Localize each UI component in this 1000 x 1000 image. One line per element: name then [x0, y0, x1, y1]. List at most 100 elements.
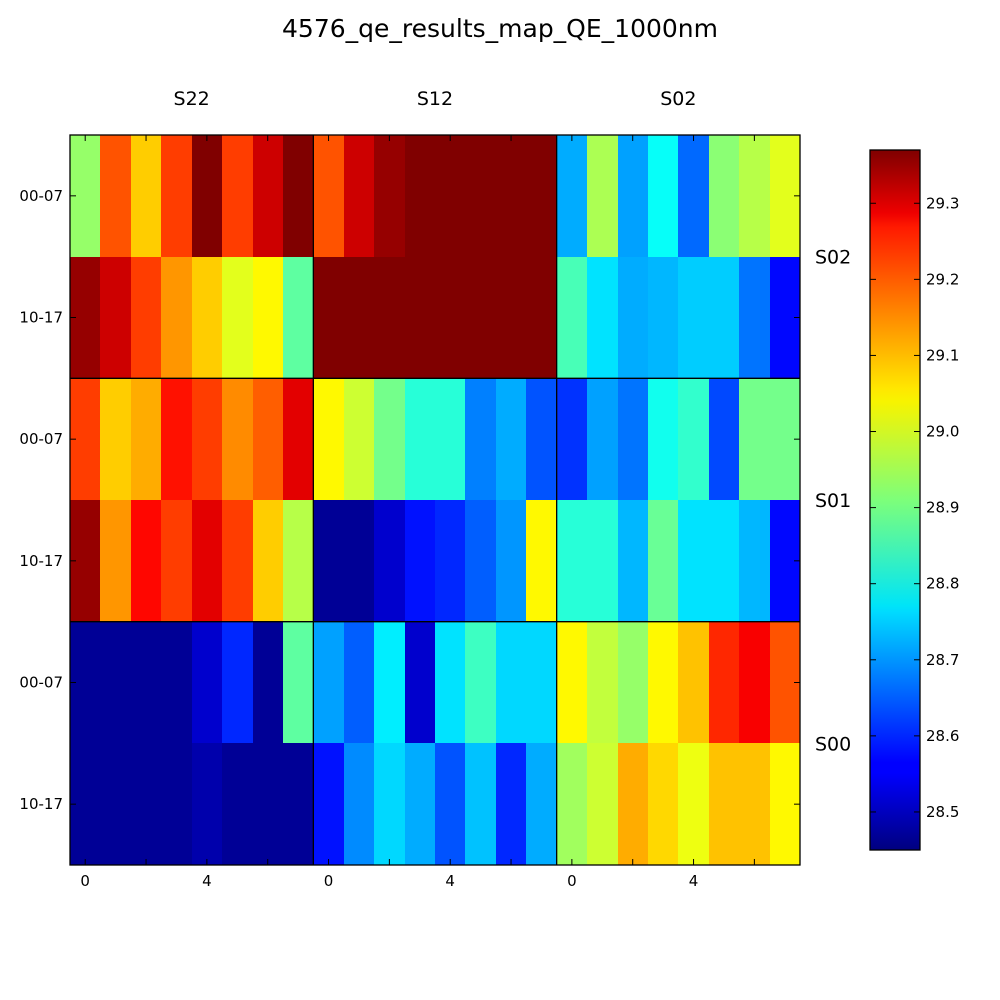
heatmap-cell — [283, 622, 314, 744]
heatmap-cell — [405, 135, 436, 258]
heatmap-cell — [100, 378, 132, 501]
heatmap-cell — [374, 378, 406, 501]
colorbar-tick-label: 29.2 — [926, 270, 959, 288]
heatmap-cell — [557, 622, 588, 744]
heatmap-cell — [587, 500, 619, 623]
heatmap-cell — [526, 257, 558, 379]
colorbar-tick-label: 28.6 — [926, 727, 959, 745]
heatmap-cell — [465, 500, 497, 623]
heatmap-cell — [557, 257, 588, 379]
heatmap-cell — [496, 622, 527, 744]
heatmap-cell — [465, 135, 497, 258]
y-tick-label: 00-07 — [19, 187, 63, 205]
heatmap-cell — [587, 622, 619, 744]
column-group-label: S22 — [174, 88, 210, 110]
heatmap-cell — [374, 500, 406, 623]
colorbar-border — [869, 149, 921, 851]
x-tick-label: 4 — [445, 872, 455, 890]
heatmap-cell — [131, 135, 162, 258]
heatmap-cell — [526, 622, 558, 744]
heatmap-cell — [161, 622, 193, 744]
heatmap-cell — [678, 622, 710, 744]
heatmap-cell — [648, 378, 679, 501]
heatmap-cell — [678, 257, 710, 379]
heatmap-cell — [739, 378, 771, 501]
heatmap-cell — [648, 743, 679, 866]
y-tick-label: 00-07 — [19, 430, 63, 448]
heatmap-cell — [496, 135, 527, 258]
heatmap-cell — [618, 257, 649, 379]
x-tick-label: 0 — [80, 872, 90, 890]
heatmap-cell — [192, 500, 223, 623]
column-group-label: S02 — [660, 88, 696, 110]
heatmap-cell — [222, 257, 254, 379]
heatmap-cell — [222, 135, 254, 258]
x-tick-label: 4 — [689, 872, 699, 890]
heatmap-cell — [587, 135, 619, 258]
heatmap-cell — [192, 378, 223, 501]
heatmap-cell — [374, 743, 406, 866]
heatmap-cell — [100, 257, 132, 379]
heatmap-cell — [526, 743, 558, 866]
heatmap-cell — [253, 622, 284, 744]
heatmap-cell — [131, 500, 162, 623]
heatmap-cell — [435, 500, 466, 623]
heatmap-cell — [648, 622, 679, 744]
plot-border — [69, 134, 801, 866]
heatmap-cell — [648, 257, 679, 379]
heatmap-cell — [557, 743, 588, 866]
heatmap-cell — [709, 743, 740, 866]
heatmap-cell — [739, 135, 771, 258]
row-group-label: S02 — [815, 247, 851, 269]
heatmap-cell — [435, 257, 466, 379]
heatmap-cell — [709, 257, 740, 379]
heatmap-cell — [405, 622, 436, 744]
row-group-label: S00 — [815, 733, 851, 755]
chart-title: 4576_qe_results_map_QE_1000nm — [282, 14, 718, 43]
heatmap-cell — [313, 378, 345, 501]
heatmap-cell — [435, 622, 466, 744]
heatmap-cell — [131, 622, 162, 744]
heatmap-cell — [465, 622, 497, 744]
heatmap-cell — [161, 743, 193, 866]
heatmap-cell — [253, 500, 284, 623]
heatmap-cell — [496, 500, 527, 623]
colorbar-tick-label: 29.0 — [926, 423, 959, 441]
colorbar-tick-label: 29.3 — [926, 194, 959, 212]
heatmap-cell — [465, 257, 497, 379]
heatmap-cell — [739, 622, 771, 744]
heatmap-cell — [313, 135, 345, 258]
heatmap-cell — [344, 378, 375, 501]
heatmap-cell — [222, 622, 254, 744]
heatmap-cell — [465, 378, 497, 501]
heatmap-cell — [374, 622, 406, 744]
heatmap-cell — [587, 257, 619, 379]
heatmap-cell — [618, 743, 649, 866]
heatmap-cell — [526, 500, 558, 623]
heatmap-cell — [709, 622, 740, 744]
heatmap-cell — [739, 257, 771, 379]
x-tick-label: 0 — [567, 872, 577, 890]
heatmap-cell — [709, 500, 740, 623]
heatmap-cell — [405, 378, 436, 501]
heatmap-cell — [618, 500, 649, 623]
heatmap-cell — [192, 135, 223, 258]
heatmap-cell — [344, 257, 375, 379]
heatmap-cell — [587, 378, 619, 501]
heatmap-cell — [678, 135, 710, 258]
heatmap-cell — [496, 743, 527, 866]
heatmap-cell — [739, 743, 771, 866]
heatmap-cell — [161, 378, 193, 501]
heatmap-cell — [192, 257, 223, 379]
y-tick-label: 00-07 — [19, 674, 63, 692]
heatmap-cell — [739, 500, 771, 623]
row-group-label: S01 — [815, 490, 851, 512]
heatmap-cell — [374, 257, 406, 379]
heatmap-cell — [465, 743, 497, 866]
heatmap-cell — [131, 378, 162, 501]
column-group-label: S12 — [417, 88, 453, 110]
heatmap-cell — [100, 500, 132, 623]
heatmap-cell — [253, 743, 284, 866]
heatmap-cell — [405, 743, 436, 866]
heatmap-cell — [192, 622, 223, 744]
